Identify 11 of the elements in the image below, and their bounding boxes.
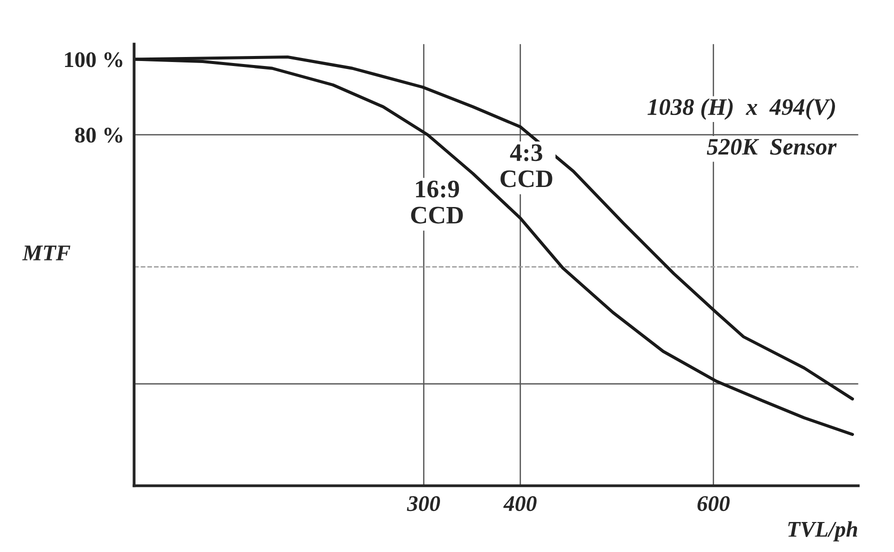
series-label: 4:3 CCD (500, 144, 552, 188)
x-axis-title: TVL/ph (788, 521, 858, 542)
x-tick-label: 400 (503, 496, 537, 512)
y-tick-label: 80 % (75, 128, 122, 143)
y-axis-title: MTF (22, 246, 70, 260)
x-tick-label: 300 (406, 496, 440, 512)
x-tick-label: 600 (698, 496, 730, 512)
y-tick-label: 100 % (65, 52, 122, 68)
annotation: 1038 (H) x 494(V) (648, 98, 836, 120)
annotation: 520K Sensor (706, 138, 837, 155)
series-label: 16:9 CCD (411, 180, 463, 224)
